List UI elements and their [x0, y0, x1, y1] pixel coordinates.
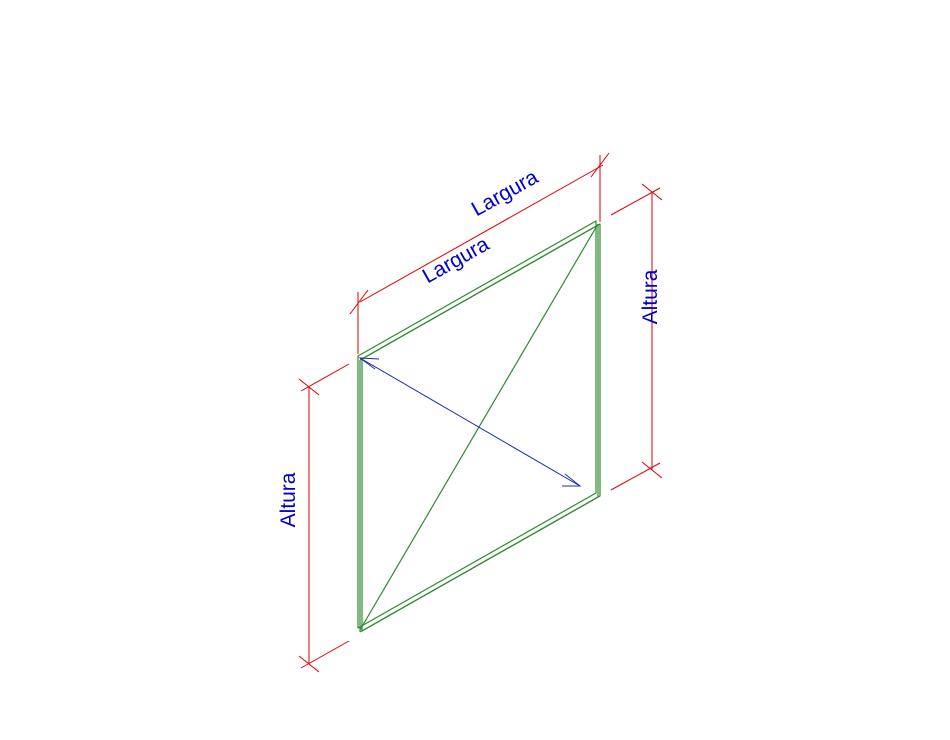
direction-arrow: [358, 357, 582, 487]
dimension-height-left[interactable]: [298, 363, 350, 673]
dimension-label-height-right: Altura: [639, 269, 662, 324]
dimension-height-right[interactable]: [610, 183, 663, 491]
tick-mark-left: [349, 289, 369, 315]
panel-bottom-edge-inner: [359, 496, 599, 633]
dimension-label-height-left: Altura: [277, 472, 300, 527]
direction-arrowhead-end: [562, 473, 582, 487]
tick-mark-top: [298, 378, 320, 396]
direction-arrowhead-start: [358, 357, 380, 370]
dimension-label-width-top: Largura: [468, 165, 543, 221]
tick-mark-bottom: [641, 461, 663, 479]
panel-front-face: [357, 220, 597, 629]
dimension-label-width-front: Largura: [419, 232, 494, 288]
dimension-line: [359, 164, 604, 303]
dimension-width-top[interactable]: [349, 152, 610, 354]
panel-top-edge-inner: [359, 224, 599, 361]
tick-mark-top: [641, 183, 663, 201]
direction-arrow-shaft: [359, 357, 581, 487]
panel-back-face: [361, 223, 601, 632]
extension-line-bottom: [610, 462, 661, 491]
tick-mark-bottom: [298, 655, 320, 673]
tick-mark-right: [590, 152, 610, 178]
